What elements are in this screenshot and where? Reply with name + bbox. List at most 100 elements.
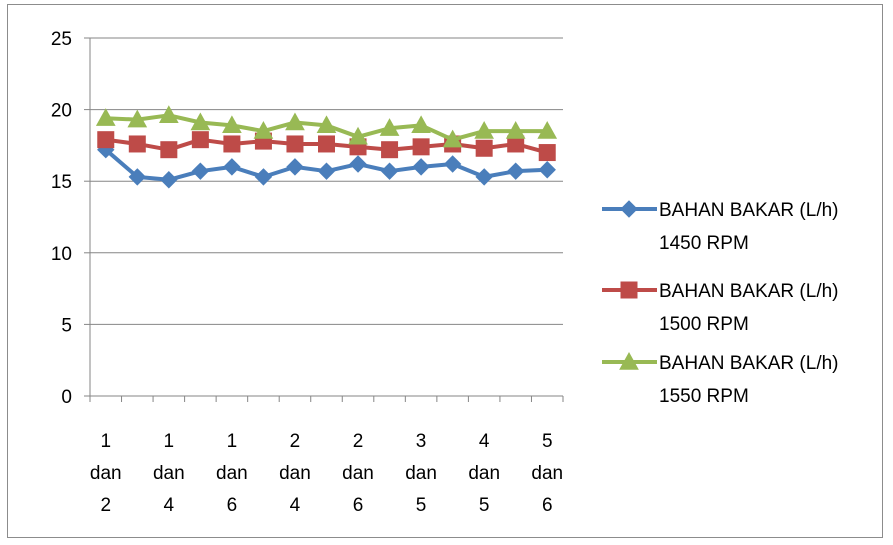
x-tick-label-line: dan bbox=[153, 463, 185, 484]
legend-label: BAHAN BAKAR (L/h) bbox=[659, 281, 839, 302]
data-point-square bbox=[286, 135, 304, 153]
x-tick-label-line: dan bbox=[342, 463, 374, 484]
x-tick-label-line: 4 bbox=[164, 495, 175, 516]
legend-label: BAHAN BAKAR (L/h) bbox=[659, 200, 839, 221]
data-point-square bbox=[318, 135, 335, 153]
data-point-diamond bbox=[191, 162, 210, 180]
legend-label-rpm: 1500 RPM bbox=[659, 314, 749, 335]
data-point-triangle bbox=[190, 112, 211, 131]
legend-item-1: BAHAN BAKAR (L/h) 1450 RPM bbox=[602, 200, 839, 254]
data-point-diamond bbox=[160, 171, 178, 189]
y-tick-label: 10 bbox=[51, 244, 72, 265]
data-point-square bbox=[412, 138, 430, 156]
data-point-triangle bbox=[537, 121, 558, 139]
x-tick-label-line: 4 bbox=[290, 495, 301, 516]
x-tick-label-line: dan bbox=[405, 463, 437, 484]
x-tick-label-line: 1 bbox=[100, 431, 111, 452]
data-point-diamond bbox=[254, 168, 273, 186]
x-tick-label: 1 dan 4 bbox=[153, 431, 185, 516]
data-point-square bbox=[475, 139, 493, 157]
data-point-triangle bbox=[379, 118, 400, 136]
axes bbox=[89, 38, 563, 397]
x-tick-label-line: dan bbox=[468, 463, 500, 484]
data-point-diamond bbox=[223, 158, 241, 176]
x-tick-label-line: dan bbox=[90, 463, 122, 484]
x-tick-label-line: 1 bbox=[227, 431, 238, 452]
data-point-triangle bbox=[285, 112, 305, 131]
x-tick-label: 4 dan 5 bbox=[468, 431, 500, 516]
data-point-diamond bbox=[538, 161, 556, 179]
x-tick-label-line: 1 bbox=[164, 431, 175, 452]
legend-label-rpm: 1450 RPM bbox=[659, 233, 749, 254]
data-point-triangle bbox=[348, 126, 368, 145]
x-tick-label: 1 dan 2 bbox=[90, 431, 122, 516]
data-point-triangle bbox=[158, 105, 179, 124]
data-point-diamond bbox=[380, 162, 399, 180]
x-tick-label-line: 4 bbox=[479, 431, 490, 452]
x-tick-label-line: dan bbox=[216, 463, 248, 484]
y-tick-label: 5 bbox=[61, 315, 72, 336]
x-tick-label: 5 dan 6 bbox=[531, 431, 563, 516]
data-point-diamond bbox=[286, 158, 304, 176]
data-point-triangle bbox=[619, 351, 639, 370]
data-point-triangle bbox=[442, 129, 463, 148]
x-tick-label-line: dan bbox=[279, 463, 311, 484]
data-point-triangle bbox=[316, 115, 337, 134]
y-tick-label: 0 bbox=[61, 387, 72, 408]
data-point-diamond bbox=[475, 168, 493, 186]
data-point-triangle bbox=[95, 108, 116, 126]
data-point-square bbox=[223, 135, 241, 153]
x-tick-label-line: 6 bbox=[353, 495, 364, 516]
data-point-square bbox=[160, 141, 178, 159]
data-point-triangle bbox=[411, 115, 431, 134]
x-tick-label: 2 dan 4 bbox=[279, 431, 311, 516]
data-point-diamond bbox=[317, 162, 336, 180]
y-axis-ticks: 0 5 10 15 20 25 bbox=[51, 29, 90, 408]
x-tick-label-line: 2 bbox=[290, 431, 301, 452]
x-tick-label: 2 dan 6 bbox=[342, 431, 374, 516]
data-point-square bbox=[538, 144, 556, 162]
data-point-square bbox=[97, 131, 115, 149]
x-tick-label: 1 dan 6 bbox=[216, 431, 248, 516]
x-tick-label-line: 2 bbox=[100, 495, 111, 516]
x-tick-label-line: 3 bbox=[416, 431, 427, 452]
x-tick-label-line: 5 bbox=[416, 495, 427, 516]
y-tick-label: 20 bbox=[51, 101, 72, 122]
series-1 bbox=[97, 140, 556, 189]
gridlines bbox=[90, 37, 563, 325]
data-point-diamond bbox=[506, 162, 525, 180]
legend-item-2: BAHAN BAKAR (L/h) 1500 RPM bbox=[602, 281, 839, 335]
x-tick-label: 3 dan 5 bbox=[405, 431, 437, 516]
data-point-square bbox=[128, 135, 146, 153]
data-point-diamond bbox=[443, 155, 462, 173]
chart-frame bbox=[7, 4, 883, 538]
y-tick-label: 15 bbox=[51, 172, 72, 193]
data-point-diamond bbox=[128, 168, 147, 186]
data-point-square bbox=[620, 281, 638, 299]
series-2 bbox=[97, 131, 556, 162]
data-point-triangle bbox=[505, 121, 526, 139]
x-tick-label-line: 6 bbox=[542, 495, 553, 516]
data-point-triangle bbox=[253, 121, 274, 139]
x-tick-label-line: 5 bbox=[479, 495, 490, 516]
x-tick-label-line: 5 bbox=[542, 431, 553, 452]
legend-label-rpm: 1550 RPM bbox=[659, 386, 749, 407]
x-tick-label-line: 2 bbox=[353, 431, 364, 452]
data-point-diamond bbox=[412, 158, 430, 176]
data-point-triangle bbox=[222, 115, 242, 134]
x-tick-label-line: dan bbox=[531, 463, 563, 484]
series-layer bbox=[95, 105, 558, 189]
data-point-triangle bbox=[127, 109, 148, 128]
y-tick-label: 25 bbox=[51, 29, 72, 50]
x-tick-label-line: 6 bbox=[227, 495, 238, 516]
legend-item-3: BAHAN BAKAR (L/h) 1550 RPM bbox=[602, 351, 839, 407]
legend-label: BAHAN BAKAR (L/h) bbox=[659, 353, 839, 374]
data-point-square bbox=[381, 141, 399, 159]
data-point-diamond bbox=[349, 155, 367, 173]
data-point-square bbox=[191, 131, 209, 149]
data-point-diamond bbox=[620, 200, 638, 218]
data-point-triangle bbox=[474, 121, 495, 139]
x-axis-ticks: 1 dan 2 1 dan 4 1 dan 6 2 dan 4 2 dan 6 3 dan 5 4 dan 5 5 dan 6 bbox=[89, 396, 564, 516]
